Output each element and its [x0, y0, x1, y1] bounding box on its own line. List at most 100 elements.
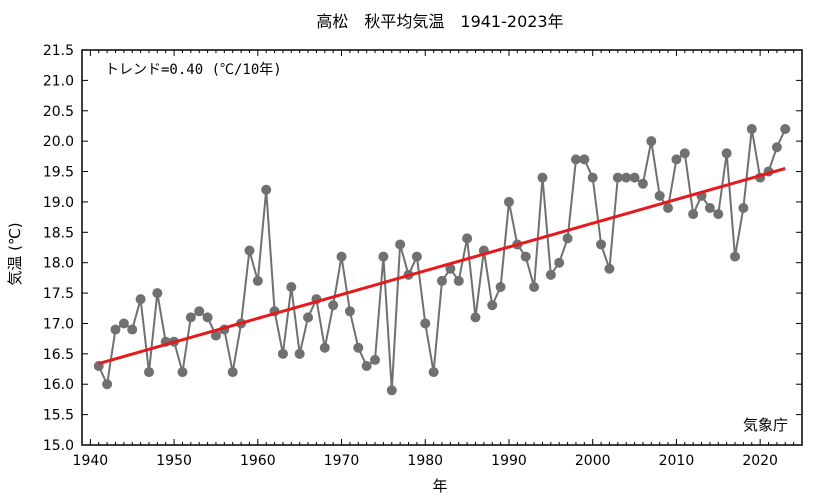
data-point	[378, 251, 389, 262]
data-point	[118, 318, 129, 329]
data-point	[437, 275, 447, 286]
data-point	[746, 124, 757, 134]
data-point	[261, 184, 272, 195]
trend-line	[98, 167, 786, 366]
y-axis-label: 気温 (℃)	[6, 222, 24, 285]
data-point	[277, 348, 288, 359]
data-point	[587, 172, 598, 183]
data-point	[646, 136, 657, 147]
data-point	[177, 367, 188, 378]
x-tick-label: 2000	[575, 453, 611, 469]
x-tick-label: 1960	[240, 453, 276, 469]
data-point	[202, 312, 213, 323]
data-point	[386, 385, 397, 396]
data-point	[185, 312, 196, 323]
data-point	[470, 312, 481, 323]
data-point	[487, 300, 498, 311]
y-tick-label: 20.0	[43, 134, 74, 150]
data-point	[102, 379, 113, 390]
data-point	[286, 282, 297, 292]
data-point	[127, 324, 138, 335]
data-point	[227, 367, 238, 378]
data-point	[629, 172, 640, 183]
plot-frame	[81, 49, 803, 446]
data-point	[545, 269, 556, 280]
data-point	[771, 142, 782, 153]
data-point	[294, 348, 305, 359]
x-tick-label: 1990	[491, 453, 527, 469]
data-point	[361, 361, 372, 371]
x-tick-label: 2020	[742, 453, 778, 469]
data-point	[562, 233, 573, 244]
data-point	[570, 154, 581, 165]
series-line	[97, 128, 787, 391]
data-point	[612, 172, 623, 183]
data-point	[579, 154, 590, 165]
y-tick-label: 18.5	[43, 225, 74, 241]
data-point	[738, 203, 749, 213]
data-point	[110, 324, 121, 335]
data-point	[654, 190, 665, 201]
y-tick-label: 16.5	[43, 347, 74, 363]
x-tick-label: 1980	[407, 453, 443, 469]
x-tick-label: 2010	[659, 453, 695, 469]
data-point	[252, 275, 263, 286]
data-point	[780, 124, 791, 134]
y-tick-label: 18.0	[43, 256, 74, 272]
data-point	[411, 251, 422, 262]
y-tick-label: 19.5	[43, 165, 74, 181]
chart-title: 高松 秋平均気温 1941-2023年	[316, 12, 563, 31]
data-point	[462, 233, 473, 244]
data-point	[303, 312, 314, 323]
trend-annotation: トレンド=0.40 (℃/10年)	[105, 62, 282, 78]
y-tick-label: 21.0	[43, 73, 74, 89]
data-point	[730, 251, 741, 262]
data-point	[244, 245, 255, 256]
y-tick-label: 16.0	[43, 377, 74, 393]
data-point	[554, 257, 565, 268]
data-point	[721, 148, 732, 159]
data-point	[152, 288, 163, 299]
data-point	[395, 239, 406, 250]
data-point	[428, 367, 439, 378]
data-point	[445, 263, 456, 274]
y-tick-label: 19.0	[43, 195, 74, 211]
data-point	[370, 354, 381, 365]
data-point	[713, 209, 724, 220]
data-point	[336, 251, 347, 262]
y-tick-label: 17.0	[43, 316, 74, 332]
data-point	[453, 275, 464, 286]
x-tick-label: 1950	[156, 453, 192, 469]
data-point	[688, 209, 699, 220]
data-point	[671, 154, 682, 165]
data-point	[604, 263, 615, 274]
x-tick-label: 1940	[73, 453, 109, 469]
data-point	[143, 367, 154, 378]
y-tick-label: 15.0	[43, 438, 74, 454]
data-point	[135, 294, 146, 305]
data-point	[210, 330, 221, 341]
y-tick-label: 17.5	[43, 286, 74, 302]
data-point	[503, 196, 514, 207]
data-point	[328, 300, 339, 311]
y-tick-label: 15.5	[43, 408, 74, 424]
data-point	[495, 282, 506, 292]
data-point	[704, 203, 715, 213]
data-point	[344, 306, 355, 317]
data-point	[679, 148, 690, 159]
data-series	[93, 124, 791, 396]
x-tick-label: 1970	[324, 453, 360, 469]
data-point	[319, 342, 330, 353]
data-point	[596, 239, 607, 250]
y-tick-label: 21.5	[43, 43, 74, 59]
data-point	[529, 282, 540, 292]
data-point	[520, 251, 531, 262]
data-point	[537, 172, 548, 183]
y-tick-label: 20.5	[43, 104, 74, 120]
data-point	[194, 306, 205, 317]
x-axis-label: 年	[432, 477, 447, 495]
data-point	[637, 178, 648, 189]
x-axis-ticks: 1940 1950 1960 1970 1980 1990 2000 2010 2020	[73, 50, 803, 469]
data-point	[420, 318, 431, 329]
